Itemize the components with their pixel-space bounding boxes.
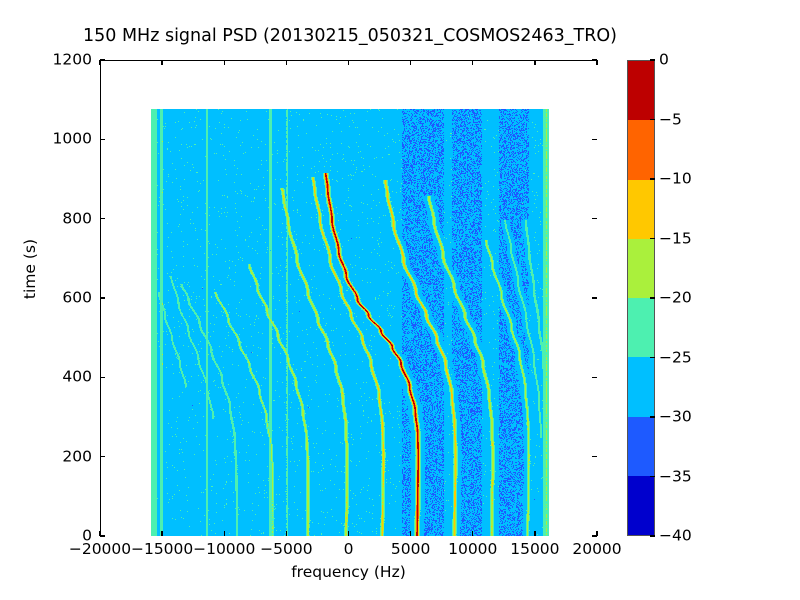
x-tick-label: 5000 <box>390 540 431 558</box>
x-tick-mark <box>99 531 101 536</box>
y-tick-mark <box>100 138 105 140</box>
y-tick-mark-right <box>592 138 597 140</box>
x-tick-mark-top <box>161 60 163 65</box>
y-tick-label: 200 <box>62 447 92 466</box>
x-tick-mark <box>409 531 412 536</box>
y-tick-mark <box>100 535 105 537</box>
x-tick-label: 0 <box>343 540 354 558</box>
colorbar-tick-mark <box>650 535 655 537</box>
x-tick-mark <box>534 531 536 536</box>
x-tick-label: −20000 <box>68 540 132 558</box>
x-tick-mark-top <box>285 60 288 65</box>
y-tick-label: 1200 <box>52 50 92 69</box>
y-tick-label: 400 <box>62 367 92 386</box>
colorbar-tick-mark <box>650 118 655 121</box>
colorbar-band <box>628 298 654 358</box>
x-tick-mark <box>285 531 288 536</box>
x-tick-label: −5000 <box>260 540 313 558</box>
colorbar-tick-label: −15 <box>659 229 692 247</box>
x-tick-mark-top <box>472 60 474 65</box>
colorbar-tick-label: 0 <box>659 50 669 69</box>
y-tick-label: 600 <box>62 288 92 307</box>
colorbar-tick-mark <box>650 59 655 61</box>
x-tick-label: 20000 <box>572 540 622 558</box>
colorbar-band <box>628 416 654 476</box>
colorbar-tick-mark <box>650 356 655 359</box>
y-tick-mark-right <box>592 297 597 299</box>
colorbar-tick-mark <box>650 297 655 299</box>
y-tick-label: 800 <box>62 209 92 228</box>
colorbar-band <box>628 179 654 239</box>
y-tick-label: 1000 <box>52 129 92 148</box>
colorbar-band <box>628 357 654 417</box>
y-tick-mark-right <box>592 59 597 61</box>
y-tick-mark-right <box>592 456 597 458</box>
colorbar-tick-label: −20 <box>659 288 692 307</box>
colorbar-band <box>628 238 654 298</box>
colorbar-band <box>628 475 654 535</box>
y-tick-mark-right <box>592 376 597 378</box>
x-tick-label: 10000 <box>448 540 498 558</box>
x-tick-mark-top <box>223 60 225 65</box>
x-tick-mark <box>223 531 225 536</box>
x-tick-mark-top <box>99 60 101 65</box>
colorbar-tick-label: −10 <box>659 169 692 188</box>
colorbar-tick-label: −40 <box>659 526 692 545</box>
x-tick-mark <box>161 531 163 536</box>
y-tick-mark-right <box>592 535 597 537</box>
y-tick-mark <box>100 218 105 220</box>
x-tick-mark-top <box>596 60 598 65</box>
y-tick-mark <box>100 297 105 299</box>
x-tick-mark-top <box>409 60 412 65</box>
colorbar-tick-mark <box>650 475 655 478</box>
y-tick-label: 0 <box>82 526 92 545</box>
colorbar-tick-label: −35 <box>659 467 692 485</box>
colorbar-tick-label: −5 <box>659 110 682 128</box>
spectrogram-image <box>102 62 597 536</box>
x-tick-mark-top <box>347 60 350 65</box>
x-tick-mark-top <box>534 60 536 65</box>
colorbar-tick-mark <box>650 237 655 240</box>
y-axis-label: time (s) <box>21 238 39 300</box>
x-tick-label: 15000 <box>510 540 560 558</box>
colorbar-band <box>628 120 654 180</box>
colorbar-tick-mark <box>650 178 655 180</box>
x-tick-label: −10000 <box>193 540 256 558</box>
plot-axes[interactable] <box>100 60 597 536</box>
y-tick-mark-right <box>592 218 597 220</box>
colorbar-tick-label: −30 <box>659 407 692 426</box>
y-tick-mark <box>100 456 105 458</box>
colorbar-tick-label: −25 <box>659 348 692 366</box>
x-axis-label: frequency (Hz) <box>291 563 406 581</box>
x-tick-label: −15000 <box>130 540 194 558</box>
colorbar-tick-mark <box>650 416 655 418</box>
colorbar[interactable] <box>627 60 655 536</box>
x-tick-mark <box>347 531 350 536</box>
y-tick-mark <box>100 376 105 378</box>
x-tick-mark <box>596 531 598 536</box>
x-tick-mark <box>472 531 474 536</box>
chart-title: 150 MHz signal PSD (20130215_050321_COSM… <box>82 26 618 46</box>
colorbar-band <box>628 61 654 121</box>
y-tick-mark <box>100 59 105 61</box>
